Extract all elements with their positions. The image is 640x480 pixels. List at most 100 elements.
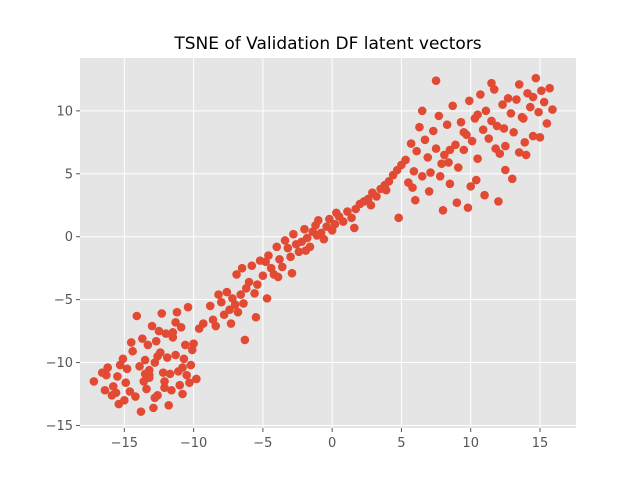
scatter-point: [487, 78, 496, 88]
scatter-point: [300, 224, 309, 234]
scatter-point: [287, 268, 297, 278]
scatter-point: [507, 174, 517, 184]
scatter-point: [171, 350, 180, 360]
scatter-point: [302, 233, 312, 243]
scatter-point: [453, 163, 463, 172]
x-tick-label: −15: [111, 436, 138, 451]
scatter-point: [118, 354, 128, 364]
scatter-point: [487, 116, 496, 126]
scatter-point: [113, 372, 122, 381]
scatter-point: [102, 370, 111, 380]
scatter-point: [286, 252, 295, 262]
scatter-point: [512, 95, 521, 104]
scatter-point: [251, 312, 261, 322]
axis-ticks: −15 −10 −5 0 5 10 15 −15 −10 −5 0 5 10: [46, 104, 549, 451]
y-tick-label: −10: [46, 356, 73, 371]
scatter-point: [250, 289, 259, 298]
scatter-point: [225, 305, 234, 315]
scatter-point: [226, 319, 236, 328]
scatter-point: [426, 168, 435, 177]
scatter-point: [312, 231, 322, 240]
scatter-point: [294, 247, 304, 257]
scatter-point: [501, 165, 510, 175]
scatter-point: [164, 401, 173, 410]
scatter-point: [171, 317, 180, 327]
scatter-point: [528, 131, 538, 141]
scatter-point: [89, 377, 99, 386]
scatter-point: [128, 346, 137, 356]
scatter-point: [180, 340, 190, 350]
scatter-point: [122, 364, 132, 374]
scatter-point: [330, 219, 340, 229]
scatter-point: [319, 234, 329, 244]
scatter-point: [237, 263, 247, 273]
scatter-point: [445, 145, 455, 155]
scatter-point: [168, 328, 178, 337]
scatter-point: [135, 362, 144, 371]
scatter-point: [178, 363, 187, 372]
scatter-point: [451, 140, 460, 150]
scatter-point: [230, 300, 240, 309]
scatter-point: [239, 299, 248, 308]
scatter-point: [444, 158, 453, 167]
scatter-point: [325, 214, 334, 224]
scatter-point: [160, 383, 169, 393]
scatter-point: [531, 73, 541, 83]
scatter-point: [412, 146, 421, 156]
scatter-point: [131, 392, 140, 401]
scatter-point: [437, 159, 446, 169]
scatter-point: [509, 127, 518, 137]
y-tick-label: 5: [65, 167, 73, 182]
scatter-point: [435, 171, 445, 181]
scatter-point: [501, 141, 510, 151]
scatter-point: [165, 369, 175, 379]
grid-lines: [80, 58, 576, 428]
scatter-point: [503, 93, 513, 103]
x-tick-label: 5: [397, 436, 405, 451]
scatter-point: [448, 101, 457, 111]
scatter-point: [247, 261, 257, 270]
scatter-point: [409, 166, 419, 176]
scatter-point: [467, 136, 477, 146]
scatter-point: [214, 290, 223, 299]
scatter-point: [492, 121, 502, 131]
scatter-point: [410, 195, 420, 205]
scatter-point: [484, 134, 494, 143]
scatter-point: [185, 378, 194, 387]
scatter-point: [178, 389, 187, 399]
scatter-point: [420, 135, 430, 145]
scatter-point: [463, 203, 473, 213]
scatter-point: [160, 377, 169, 386]
scatter-point: [332, 208, 341, 218]
scatter-point: [506, 109, 516, 118]
scatter-point: [283, 243, 293, 253]
scatter-point: [481, 106, 491, 116]
scatter-point: [183, 302, 193, 312]
x-tick-label: 0: [328, 436, 336, 451]
y-tick-label: −5: [54, 293, 73, 308]
scatter-point: [262, 294, 272, 303]
scatter-point: [205, 301, 215, 311]
scatter-point: [125, 387, 135, 396]
scatter-point: [431, 144, 441, 153]
scatter-point: [150, 393, 160, 403]
scatter-point: [189, 339, 198, 348]
scatter-point: [471, 175, 481, 185]
scatter-point: [182, 370, 191, 380]
scatter-point: [175, 380, 185, 390]
scatter-point: [161, 329, 171, 338]
scatter-point: [153, 351, 162, 361]
scatter-point: [264, 251, 273, 260]
scatter-point: [147, 321, 157, 331]
scatter-point: [535, 132, 545, 142]
scatter-point: [445, 179, 455, 189]
scatter-point: [434, 111, 444, 121]
scatter-point: [162, 353, 172, 362]
scatter-points: [89, 73, 557, 416]
scatter-point: [244, 277, 254, 287]
scatter-point: [539, 97, 549, 107]
y-tick-label: 10: [56, 104, 73, 119]
x-tick-label: 10: [462, 436, 479, 451]
scatter-point: [384, 177, 394, 186]
